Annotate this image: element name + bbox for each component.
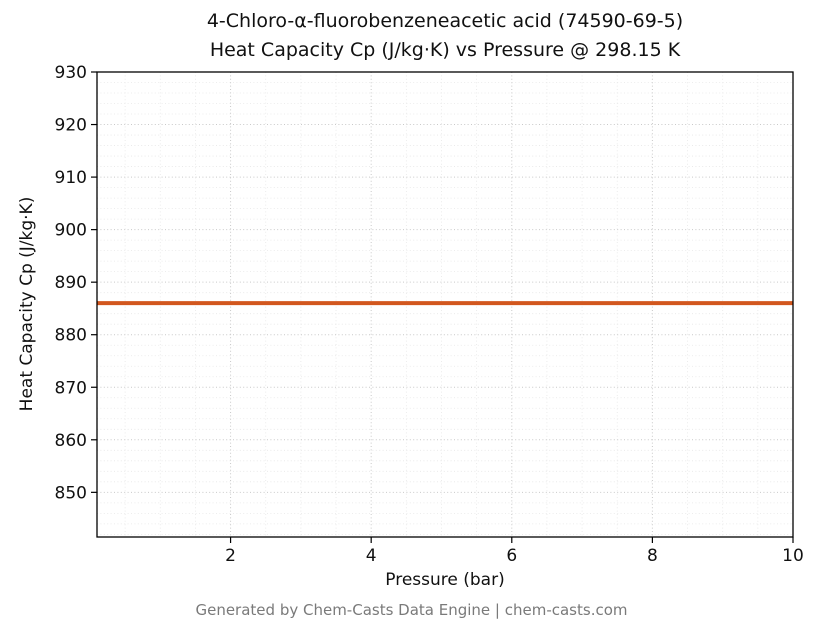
y-tick-label: 880 xyxy=(55,326,87,346)
x-axis-label: Pressure (bar) xyxy=(385,570,505,590)
y-axis-label: Heat Capacity Cp (J/kg·K) xyxy=(17,196,37,412)
y-tick-label: 930 xyxy=(55,63,87,83)
x-tick-label: 8 xyxy=(647,546,658,566)
y-tick-label: 850 xyxy=(55,483,87,503)
chart-title-line1: 4-Chloro-α-fluorobenzeneacetic acid (745… xyxy=(206,10,684,32)
y-tick-label: 920 xyxy=(55,116,87,136)
y-tick-label: 870 xyxy=(55,378,87,398)
x-tick-label: 6 xyxy=(506,546,517,566)
axes-border xyxy=(96,71,794,538)
y-tick-label: 860 xyxy=(55,431,87,451)
chart-title-line2: Heat Capacity Cp (J/kg·K) vs Pressure @ … xyxy=(209,39,681,62)
chart-title: 4-Chloro-α-fluorobenzeneacetic acid (745… xyxy=(97,7,793,66)
y-tick-label: 900 xyxy=(55,221,87,241)
x-tick-label: 4 xyxy=(366,546,377,566)
x-tick-label: 2 xyxy=(225,546,236,566)
x-tick-label: 10 xyxy=(782,546,804,566)
y-tick-label: 910 xyxy=(55,168,87,188)
y-tick-label: 890 xyxy=(55,273,87,293)
footer-credit: Generated by Chem-Casts Data Engine | ch… xyxy=(195,601,628,619)
